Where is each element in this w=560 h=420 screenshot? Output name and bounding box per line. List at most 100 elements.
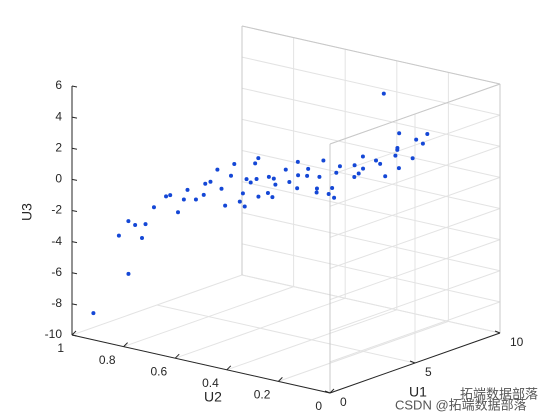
y-axis-label: U2 (204, 389, 222, 405)
grid-line (226, 309, 397, 371)
grid-line (329, 176, 501, 238)
x-tick-label: 10 (510, 335, 524, 349)
point (393, 153, 398, 158)
watermark: CSDN @拓端数据部落 (395, 397, 527, 412)
point (232, 161, 237, 166)
point (244, 177, 249, 182)
point (181, 197, 186, 202)
point (295, 186, 300, 191)
point (296, 173, 301, 178)
point (356, 171, 361, 176)
watermark: 拓端数据部落 (460, 386, 538, 401)
point (253, 161, 258, 166)
y-tick-label: 0.6 (151, 364, 168, 378)
point (374, 158, 378, 163)
point (185, 187, 190, 192)
z-tick-label: -6 (51, 265, 62, 279)
point (271, 176, 276, 181)
y-tick-label: 1 (57, 341, 64, 355)
grid-line (329, 145, 501, 207)
x-tick-label: 0 (340, 395, 347, 409)
z-tick-label: -4 (51, 234, 62, 248)
point (256, 194, 261, 199)
grid-line (329, 114, 501, 176)
point (151, 205, 156, 210)
grid-line (329, 270, 501, 332)
grid-line (241, 56, 501, 116)
x-tick-label: 5 (425, 365, 432, 379)
point (321, 158, 326, 163)
point (330, 186, 335, 191)
tick-mark (329, 388, 335, 394)
grid-line (241, 118, 501, 178)
point (352, 163, 357, 168)
grid-line (329, 208, 501, 269)
z-tick-label: 2 (55, 140, 62, 154)
point (223, 203, 228, 208)
tick-mark (324, 390, 331, 394)
grid-line (241, 87, 501, 147)
point (208, 179, 213, 184)
point (143, 222, 148, 227)
point (381, 91, 386, 96)
tick-mark (278, 377, 283, 382)
grid-line (329, 301, 501, 363)
point (397, 131, 402, 136)
tick-mark (71, 241, 78, 244)
point (420, 141, 425, 146)
point (265, 190, 270, 195)
grid-line (241, 181, 501, 241)
point (334, 170, 339, 175)
tick-mark (71, 116, 78, 119)
point (116, 233, 121, 238)
grid-line (241, 243, 501, 303)
z-axis-label: U3 (19, 203, 35, 221)
tick-mark (71, 85, 78, 88)
grid-line (71, 274, 243, 336)
tick-mark (71, 147, 78, 150)
tick-mark (123, 342, 128, 347)
point (237, 199, 242, 204)
point (314, 190, 319, 195)
point (91, 311, 96, 316)
point (164, 194, 169, 199)
point (193, 197, 198, 202)
tick-mark (71, 210, 78, 212)
tick-mark (174, 353, 180, 359)
box-edge (241, 25, 501, 85)
point (229, 173, 233, 178)
z-tick-label: 0 (55, 172, 62, 186)
point (168, 193, 173, 198)
point (326, 192, 331, 197)
y-tick-label: 0.4 (202, 376, 219, 390)
tick-mark (71, 178, 78, 181)
point (283, 167, 288, 172)
point (133, 223, 138, 228)
grid-line (156, 304, 416, 364)
point (314, 186, 319, 191)
point (240, 191, 245, 196)
point (306, 166, 311, 171)
point (425, 131, 430, 136)
point (248, 180, 253, 185)
tick-mark (71, 303, 78, 306)
point (219, 186, 224, 191)
grid-line (241, 212, 501, 272)
z-tick-label: -10 (45, 327, 63, 341)
y-tick-label: 0.2 (254, 388, 271, 402)
y-tick-label: 0 (315, 399, 322, 413)
point (215, 167, 220, 172)
x-axis-label: U1 (409, 384, 427, 400)
point (256, 156, 261, 161)
point (295, 159, 300, 164)
grid-line (241, 150, 501, 209)
box-edge (329, 83, 501, 145)
point (337, 164, 342, 169)
tick-mark (71, 330, 77, 336)
point (254, 177, 259, 182)
point (410, 156, 415, 161)
z-tick-label: 6 (55, 78, 62, 92)
grid-line (241, 274, 501, 334)
tick-mark (409, 360, 416, 364)
